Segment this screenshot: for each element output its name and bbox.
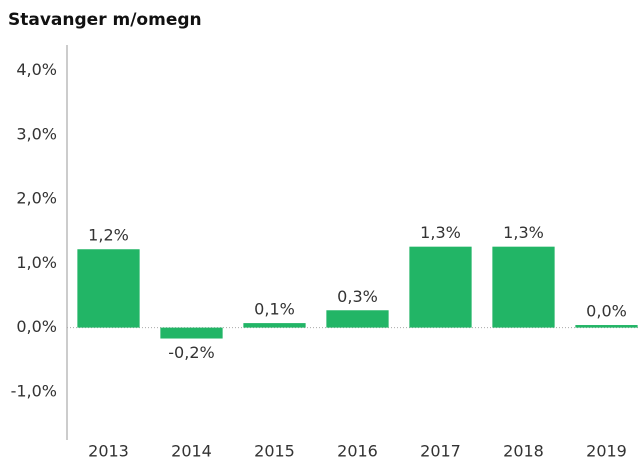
data-label: 0,3% (337, 287, 378, 306)
data-label: 1,3% (420, 223, 461, 242)
x-tick-label: 2013 (88, 442, 129, 461)
data-label: 1,3% (503, 223, 544, 242)
data-label: -0,2% (168, 343, 214, 362)
y-tick-label: 0,0% (16, 317, 57, 336)
bar (326, 310, 389, 328)
data-label: 1,2% (88, 226, 129, 245)
y-tick-label: 1,0% (16, 253, 57, 272)
bar (575, 325, 638, 328)
y-tick-label: 2,0% (16, 189, 57, 208)
bar (409, 246, 472, 328)
data-label: 0,1% (254, 300, 295, 319)
bar (492, 246, 555, 328)
x-tick-label: 2018 (503, 442, 544, 461)
y-tick-label: -1,0% (11, 381, 57, 400)
x-tick-label: 2016 (337, 442, 378, 461)
bar (160, 327, 223, 339)
x-tick-label: 2019 (586, 442, 627, 461)
y-tick-label: 4,0% (16, 60, 57, 79)
data-label: 0,0% (586, 302, 627, 321)
chart-title: Stavanger m/omegn (8, 10, 202, 30)
bar (243, 323, 306, 328)
x-tick-label: 2017 (420, 442, 461, 461)
x-tick-label: 2015 (254, 442, 295, 461)
x-tick-label: 2014 (171, 442, 212, 461)
y-tick-label: 3,0% (16, 124, 57, 143)
bar (77, 249, 140, 328)
